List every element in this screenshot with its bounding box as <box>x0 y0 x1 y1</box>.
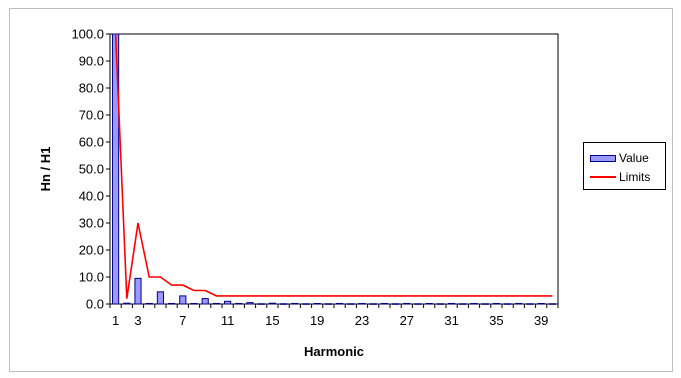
y-tick-label: 50.0 <box>79 162 104 177</box>
bar-value-12 <box>235 302 243 305</box>
bar-value-26 <box>392 303 400 305</box>
y-tick-label: 10.0 <box>79 270 104 285</box>
bar-value-28 <box>414 303 422 305</box>
bar-value-16 <box>280 303 288 305</box>
bar-value-36 <box>504 303 512 305</box>
bar-value-6 <box>168 302 176 305</box>
bar-value-37 <box>515 302 523 305</box>
legend-item-value: Value <box>590 150 649 166</box>
x-tick-label: 39 <box>534 313 548 328</box>
y-tick-label: 80.0 <box>79 81 104 96</box>
bar-value-19 <box>313 302 321 305</box>
x-tick-label: 31 <box>444 313 458 328</box>
chart-frame <box>9 8 673 372</box>
bar-value-4 <box>145 302 153 305</box>
y-axis-title: Hn / H1 <box>38 147 53 192</box>
bar-value-32 <box>459 303 467 305</box>
bar-value-34 <box>481 303 489 305</box>
y-tick-label: 20.0 <box>79 243 104 258</box>
bar-value-38 <box>526 303 534 305</box>
x-tick-label: 1 <box>112 313 119 328</box>
bar-value-22 <box>347 303 355 305</box>
x-tick-label: 35 <box>489 313 503 328</box>
plot-area-border <box>109 33 559 305</box>
bar-value-25 <box>380 302 388 305</box>
bar-value-10 <box>212 302 220 305</box>
bar-value-17 <box>291 302 299 305</box>
bar-value-18 <box>302 303 310 305</box>
y-tick-label: 100.0 <box>71 27 104 42</box>
y-tick-label: 60.0 <box>79 135 104 150</box>
bar-value-40 <box>548 303 556 305</box>
y-tick-label: 70.0 <box>79 108 104 123</box>
x-tick-label: 7 <box>179 313 186 328</box>
x-axis-title: Harmonic <box>304 344 364 359</box>
bar-value-39 <box>537 302 545 305</box>
bar-value-9 <box>201 298 209 305</box>
x-tick-label: 3 <box>134 313 141 328</box>
x-tick-label: 27 <box>400 313 414 328</box>
bar-value-14 <box>257 303 265 305</box>
x-tick-label: 15 <box>265 313 279 328</box>
legend-label-limits: Limits <box>619 170 651 184</box>
bar-value-30 <box>436 303 444 305</box>
x-tick-label: 11 <box>221 313 235 328</box>
legend-item-limits: Limits <box>590 169 650 185</box>
bar-value-2 <box>123 302 131 305</box>
legend: Value Limits <box>583 142 666 190</box>
y-tick-label: 0.0 <box>86 297 104 312</box>
bar-value-33 <box>470 302 478 305</box>
x-tick-label: 23 <box>355 313 369 328</box>
bar-value-8 <box>190 302 198 305</box>
legend-swatch-value <box>590 154 616 162</box>
bar-value-11 <box>224 300 232 305</box>
bar-value-5 <box>156 291 164 305</box>
bar-value-13 <box>246 302 254 305</box>
y-tick-label: 90.0 <box>79 54 104 69</box>
bar-value-15 <box>268 302 276 305</box>
legend-swatch-limits <box>590 176 616 178</box>
bar-value-29 <box>425 302 433 305</box>
bar-value-27 <box>403 302 411 305</box>
y-tick-label: 30.0 <box>79 216 104 231</box>
line-limits <box>114 33 553 299</box>
bar-value-20 <box>324 303 332 305</box>
bar-value-23 <box>358 302 366 305</box>
bar-value-35 <box>492 302 500 305</box>
legend-label-value: Value <box>619 151 649 165</box>
bar-value-31 <box>448 302 456 305</box>
bar-value-7 <box>179 295 187 305</box>
bar-value-24 <box>369 303 377 305</box>
bar-value-21 <box>336 302 344 305</box>
y-tick-label: 40.0 <box>79 189 104 204</box>
bar-value-3 <box>134 277 142 305</box>
x-tick-label: 19 <box>310 313 324 328</box>
